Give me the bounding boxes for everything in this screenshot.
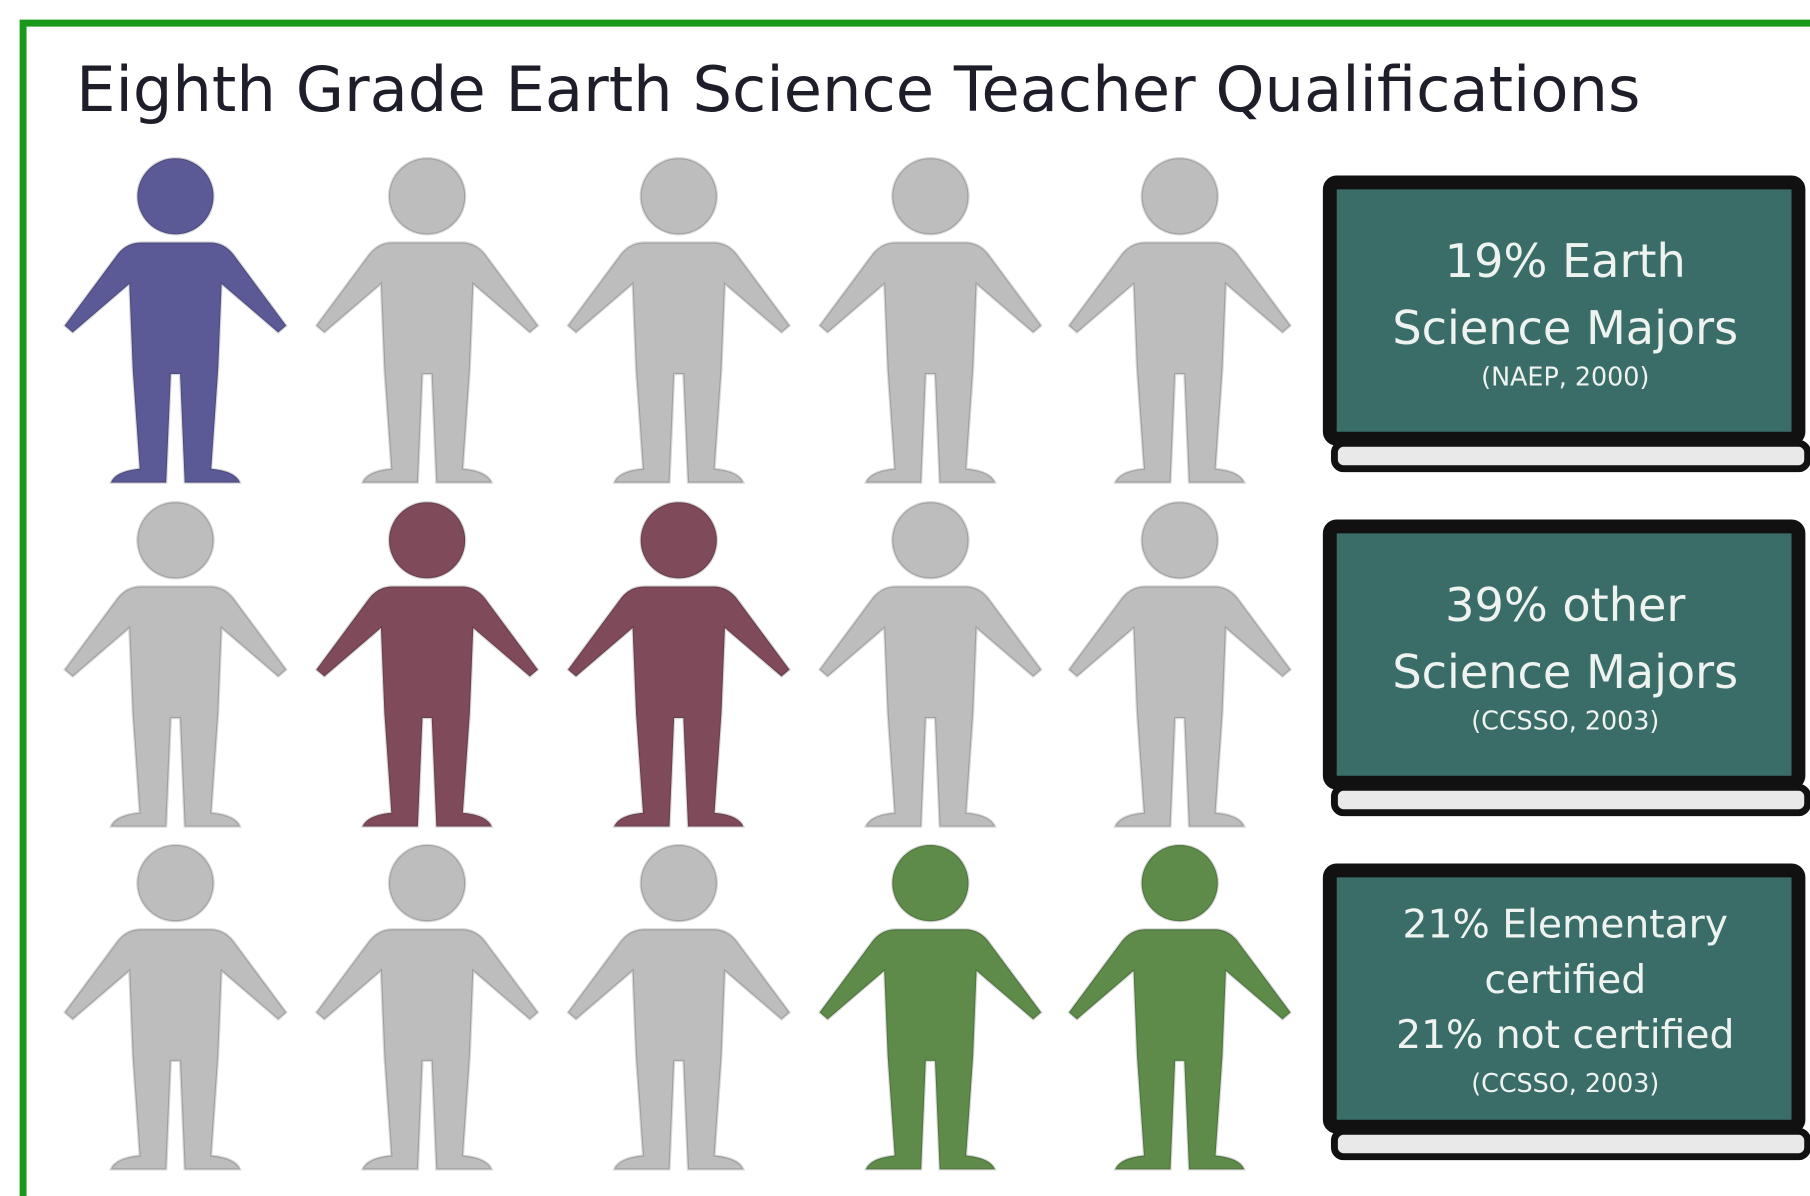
title: Eighth Grade Earth Science Teacher Quali… [76, 53, 1640, 126]
boards: 19% Earth Science Majors (NAEP, 2000) 39% o… [1330, 182, 1808, 1156]
person-head [389, 158, 465, 234]
board-line: 21% not certified [1396, 1013, 1734, 1058]
chalk-ledge [1334, 1131, 1807, 1156]
person-head [641, 158, 717, 234]
chalk-ledge [1334, 787, 1807, 812]
board-line: Science Majors [1392, 645, 1738, 699]
person-head [892, 845, 968, 921]
board-line: 21% Elementary [1403, 902, 1729, 947]
person-head [389, 845, 465, 921]
person-head [1142, 158, 1218, 234]
board-line: 19% Earth [1445, 234, 1686, 288]
chalk-ledge [1334, 443, 1807, 468]
board-source: (CCSSO, 2003) [1471, 1068, 1659, 1098]
page: Eighth Grade Earth Science Teacher Quali… [0, 0, 1810, 1196]
board-line: Science Majors [1392, 301, 1738, 355]
person-head [137, 502, 213, 578]
board-line: certified [1484, 958, 1646, 1003]
person-head [137, 158, 213, 234]
person-head [641, 845, 717, 921]
person-head [641, 502, 717, 578]
person-head [1142, 845, 1218, 921]
person-head [892, 502, 968, 578]
person-head [137, 845, 213, 921]
board-source: (CCSSO, 2003) [1471, 706, 1659, 736]
board-line: 39% other [1445, 578, 1685, 632]
infographic: Eighth Grade Earth Science Teacher Quali… [0, 0, 1810, 1196]
person-head [389, 502, 465, 578]
person-head [892, 158, 968, 234]
board-source: (NAEP, 2000) [1481, 362, 1649, 392]
person-head [1142, 502, 1218, 578]
